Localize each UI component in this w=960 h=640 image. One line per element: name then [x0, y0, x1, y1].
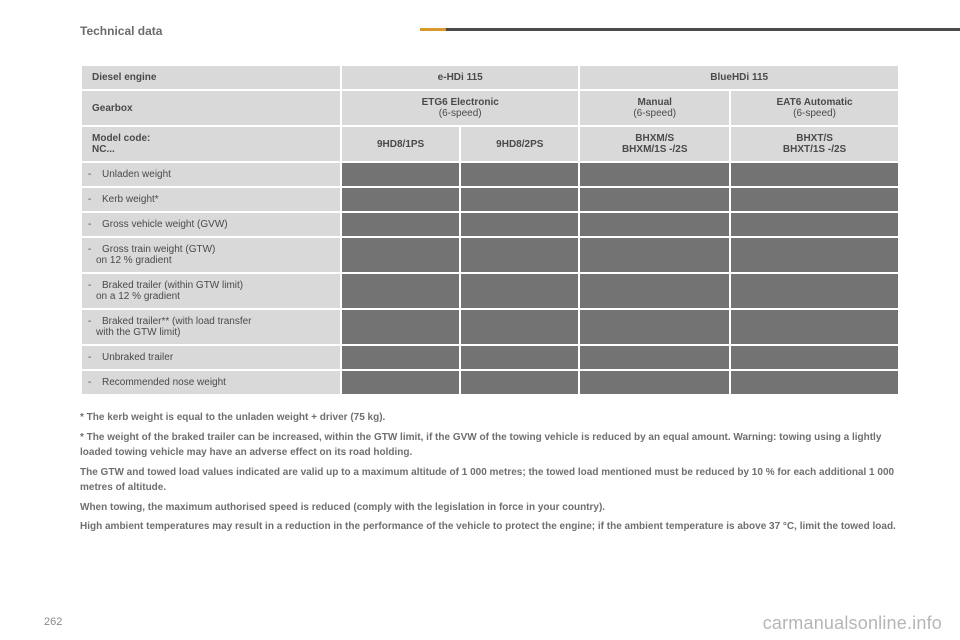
table-row: Recommended nose weight75757575	[81, 370, 899, 395]
value-cell: 1 500	[579, 309, 730, 345]
gearbox-label: Gearbox	[81, 90, 341, 126]
value-cell: 1 805	[341, 212, 460, 237]
value-cell: 1 375	[730, 187, 899, 212]
table-row: Braked trailer** (with load transferwith…	[81, 309, 899, 345]
value-cell: 1 860	[730, 212, 899, 237]
value-cell: 75	[730, 370, 899, 395]
gearbox-etg6-line2: (6-speed)	[439, 108, 482, 119]
spec-table: Diesel engine e-HDi 115 BlueHDi 115 Gear…	[80, 64, 900, 396]
value-cell: 75	[460, 370, 579, 395]
footnote-4: When towing, the maximum authorised spee…	[80, 500, 900, 516]
row-label: Gross train weight (GTW)on 12 % gradient	[81, 237, 341, 273]
code-3a: BHXM/S	[635, 133, 674, 144]
footnote-5: High ambient temperatures may result in …	[80, 519, 900, 535]
value-cell: 600	[460, 309, 579, 345]
value-cell: 635	[341, 345, 460, 370]
value-cell: 1 500	[341, 309, 460, 345]
footnote-1: * The kerb weight is equal to the unlade…	[80, 410, 900, 426]
header-rule	[420, 28, 960, 31]
gearbox-etg6: ETG6 Electronic (6-speed)	[341, 90, 579, 126]
table-row: Kerb weight*1 2801 2801 3651 375	[81, 187, 899, 212]
table-row: Gross train weight (GTW)on 12 % gradient…	[81, 237, 899, 273]
value-cell: 1 300	[730, 162, 899, 187]
gearbox-manual: Manual (6-speed)	[579, 90, 730, 126]
gearbox-etg6-line1: ETG6 Electronic	[422, 97, 499, 108]
footnote-3: The GTW and towed load values indicated …	[80, 465, 900, 496]
table-row: Unbraked trailer635400675685	[81, 345, 899, 370]
page: Technical data Diesel engine e-HDi 115 B…	[0, 0, 960, 640]
value-cell: 400	[460, 273, 579, 309]
page-number: 262	[44, 616, 62, 628]
value-cell: 3 060	[730, 237, 899, 273]
gearbox-manual-line2: (6-speed)	[633, 108, 676, 119]
value-cell: 1 820	[579, 212, 730, 237]
footnotes: * The kerb weight is equal to the unlade…	[80, 410, 900, 535]
value-cell: 3 120	[579, 237, 730, 273]
value-rows: Unladen weight1 2051 2051 2901 300Kerb w…	[81, 162, 899, 395]
model-code-line1: Model code:	[92, 133, 150, 144]
value-cell: 1 450	[730, 309, 899, 345]
code-4b: BHXT/1S -/2S	[783, 144, 846, 155]
value-cell: 685	[730, 345, 899, 370]
gearbox-eat6-line2: (6-speed)	[793, 108, 836, 119]
table-row: Model code: NC... 9HD8/1PS 9HD8/2PS BHXM…	[81, 126, 899, 162]
value-cell: 1 200	[730, 273, 899, 309]
model-code-label: Model code: NC...	[81, 126, 341, 162]
value-cell: 675	[579, 345, 730, 370]
value-cell: 1 205	[460, 162, 579, 187]
code-4: BHXT/S BHXT/1S -/2S	[730, 126, 899, 162]
table-row: Unladen weight1 2051 2051 2901 300	[81, 162, 899, 187]
value-cell: 1 365	[579, 187, 730, 212]
row-label: Recommended nose weight	[81, 370, 341, 395]
value-cell: 1 300	[579, 273, 730, 309]
engine-ehdi: e-HDi 115	[341, 65, 579, 90]
value-cell: 75	[579, 370, 730, 395]
code-1: 9HD8/1PS	[341, 126, 460, 162]
value-cell: 2 205	[460, 237, 579, 273]
table-row: Braked trailer (within GTW limit)on a 12…	[81, 273, 899, 309]
code-3b: BHXM/1S -/2S	[622, 144, 688, 155]
engine-bluehdi: BlueHDi 115	[579, 65, 899, 90]
row-label: Unladen weight	[81, 162, 341, 187]
value-cell: 1 290	[579, 162, 730, 187]
value-cell: 1 280	[341, 187, 460, 212]
row-label: Unbraked trailer	[81, 345, 341, 370]
table-row: Gearbox ETG6 Electronic (6-speed) Manual…	[81, 90, 899, 126]
value-cell: 400	[460, 345, 579, 370]
row-label: Gross vehicle weight (GVW)	[81, 212, 341, 237]
value-cell: 3 105	[341, 237, 460, 273]
gearbox-eat6: EAT6 Automatic (6-speed)	[730, 90, 899, 126]
code-4a: BHXT/S	[796, 133, 833, 144]
model-code-line2: NC...	[92, 144, 115, 155]
value-cell: 1 205	[341, 162, 460, 187]
table-row: Gross vehicle weight (GVW)1 8051 8051 82…	[81, 212, 899, 237]
row-label: Braked trailer (within GTW limit)on a 12…	[81, 273, 341, 309]
code-3: BHXM/S BHXM/1S -/2S	[579, 126, 730, 162]
row-label: Braked trailer** (with load transferwith…	[81, 309, 341, 345]
watermark: carmanualsonline.info	[763, 613, 942, 634]
value-cell: 75	[341, 370, 460, 395]
value-cell: 1 280	[460, 187, 579, 212]
value-cell: 1 805	[460, 212, 579, 237]
gearbox-eat6-line1: EAT6 Automatic	[776, 97, 852, 108]
section-title: Technical data	[80, 24, 900, 38]
gearbox-manual-line1: Manual	[638, 97, 672, 108]
footnote-2: * The weight of the braked trailer can b…	[80, 430, 900, 461]
table-row: Diesel engine e-HDi 115 BlueHDi 115	[81, 65, 899, 90]
value-cell: 1 300	[341, 273, 460, 309]
header-accent	[420, 28, 446, 31]
diesel-engine-label: Diesel engine	[81, 65, 341, 90]
row-label: Kerb weight*	[81, 187, 341, 212]
code-2: 9HD8/2PS	[460, 126, 579, 162]
